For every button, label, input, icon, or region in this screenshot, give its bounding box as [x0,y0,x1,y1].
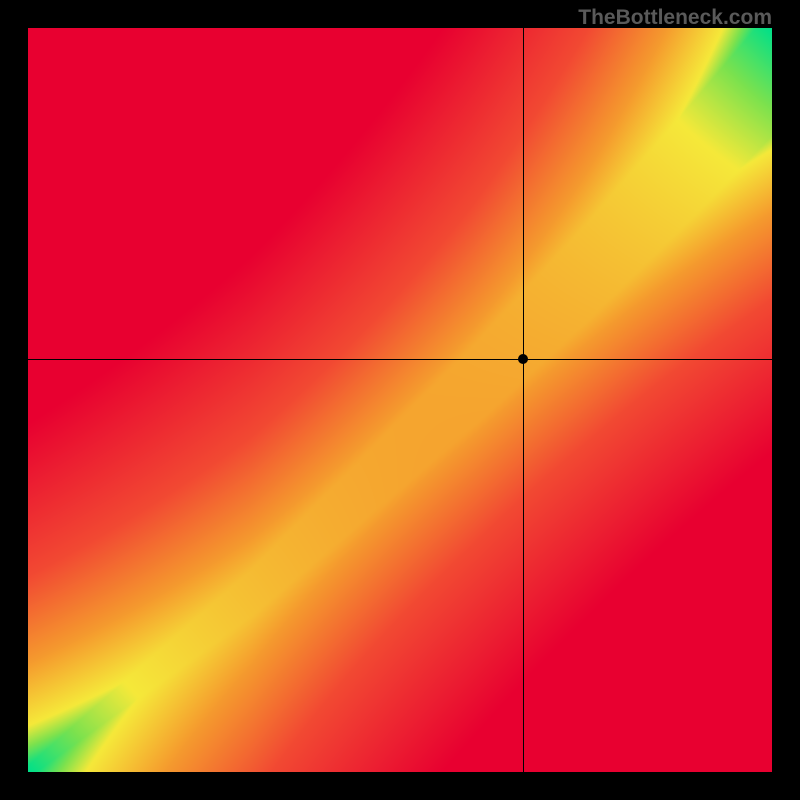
crosshair-horizontal [28,359,772,360]
heatmap-canvas [28,28,772,772]
crosshair-marker [518,354,528,364]
crosshair-vertical [523,28,524,772]
heatmap-plot [28,28,772,772]
watermark-text: TheBottleneck.com [578,6,772,30]
